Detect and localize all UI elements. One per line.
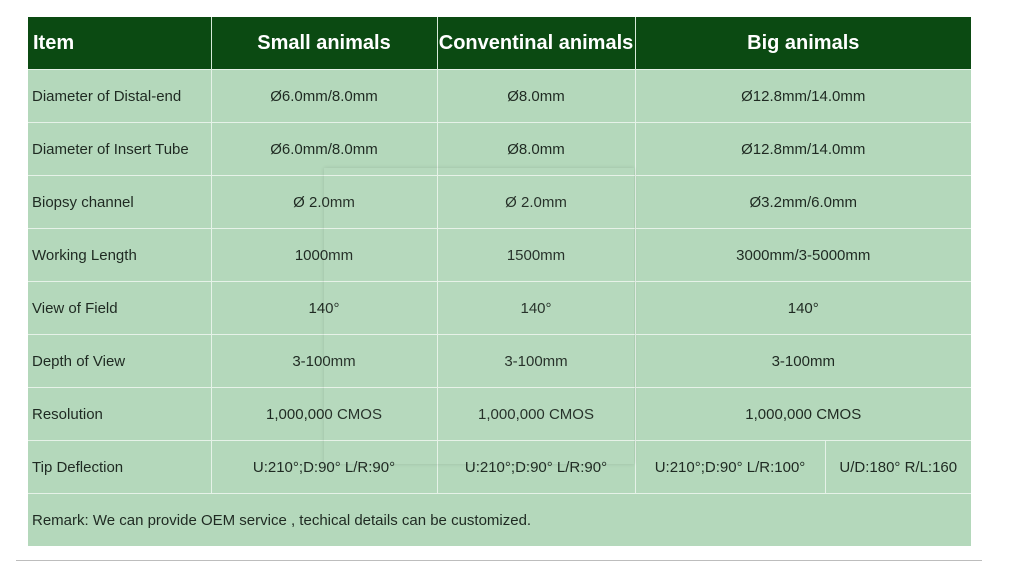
cell-conventional: 1500mm [437, 228, 636, 282]
row-label: View of Field [28, 281, 212, 335]
header-row: Item Small animals Conventinal animals B… [28, 17, 972, 70]
row-label: Tip Deflection [28, 440, 212, 494]
spec-table: Item Small animals Conventinal animals B… [28, 17, 972, 546]
header-small-animals: Small animals [211, 17, 438, 70]
row-label: Diameter of Insert Tube [28, 122, 212, 176]
cell-big: 1,000,000 CMOS [635, 387, 972, 441]
row-label: Depth of View [28, 334, 212, 388]
cell-big: Ø12.8mm/14.0mm [635, 69, 972, 123]
table-row: Diameter of Distal-end Ø6.0mm/8.0mm Ø8.0… [28, 69, 972, 123]
table-row: Resolution 1,000,000 CMOS 1,000,000 CMOS… [28, 387, 972, 441]
remark-row: Remark: We can provide OEM service , tec… [28, 493, 972, 546]
header-big-animals: Big animals [635, 17, 972, 70]
table-row: Working Length 1000mm 1500mm 3000mm/3-50… [28, 228, 972, 282]
remark-text: Remark: We can provide OEM service , tec… [28, 493, 972, 546]
table-row: Diameter of Insert Tube Ø6.0mm/8.0mm Ø8.… [28, 122, 972, 176]
cell-conventional: U:210°;D:90° L/R:90° [437, 440, 636, 494]
cell-conventional: Ø8.0mm [437, 69, 636, 123]
cell-conventional: Ø8.0mm [437, 122, 636, 176]
cell-small: Ø6.0mm/8.0mm [211, 122, 438, 176]
table-row-tip-deflection: Tip Deflection U:210°;D:90° L/R:90° U:21… [28, 440, 972, 494]
row-label: Diameter of Distal-end [28, 69, 212, 123]
cell-big: 3000mm/3-5000mm [635, 228, 972, 282]
cell-big-a: U:210°;D:90° L/R:100° [635, 440, 826, 494]
cell-small: 3-100mm [211, 334, 438, 388]
cell-big: 3-100mm [635, 334, 972, 388]
cell-small: U:210°;D:90° L/R:90° [211, 440, 438, 494]
cell-big: Ø3.2mm/6.0mm [635, 175, 972, 229]
cell-small: Ø6.0mm/8.0mm [211, 69, 438, 123]
cell-conventional: 140° [437, 281, 636, 335]
cell-conventional: 3-100mm [437, 334, 636, 388]
cell-conventional: Ø 2.0mm [437, 175, 636, 229]
cell-big-b: U/D:180° R/L:160 [825, 440, 972, 494]
header-item: Item [28, 17, 212, 70]
header-conventional-animals: Conventinal animals [437, 17, 636, 70]
cell-small: 1,000,000 CMOS [211, 387, 438, 441]
cell-big: Ø12.8mm/14.0mm [635, 122, 972, 176]
row-label: Biopsy channel [28, 175, 212, 229]
table-row: Biopsy channel Ø 2.0mm Ø 2.0mm Ø3.2mm/6.… [28, 175, 972, 229]
cell-small: 140° [211, 281, 438, 335]
bottom-divider [16, 560, 982, 561]
table-row: View of Field 140° 140° 140° [28, 281, 972, 335]
table-row: Depth of View 3-100mm 3-100mm 3-100mm [28, 334, 972, 388]
row-label: Working Length [28, 228, 212, 282]
cell-small: 1000mm [211, 228, 438, 282]
cell-conventional: 1,000,000 CMOS [437, 387, 636, 441]
cell-big: 140° [635, 281, 972, 335]
row-label: Resolution [28, 387, 212, 441]
cell-small: Ø 2.0mm [211, 175, 438, 229]
